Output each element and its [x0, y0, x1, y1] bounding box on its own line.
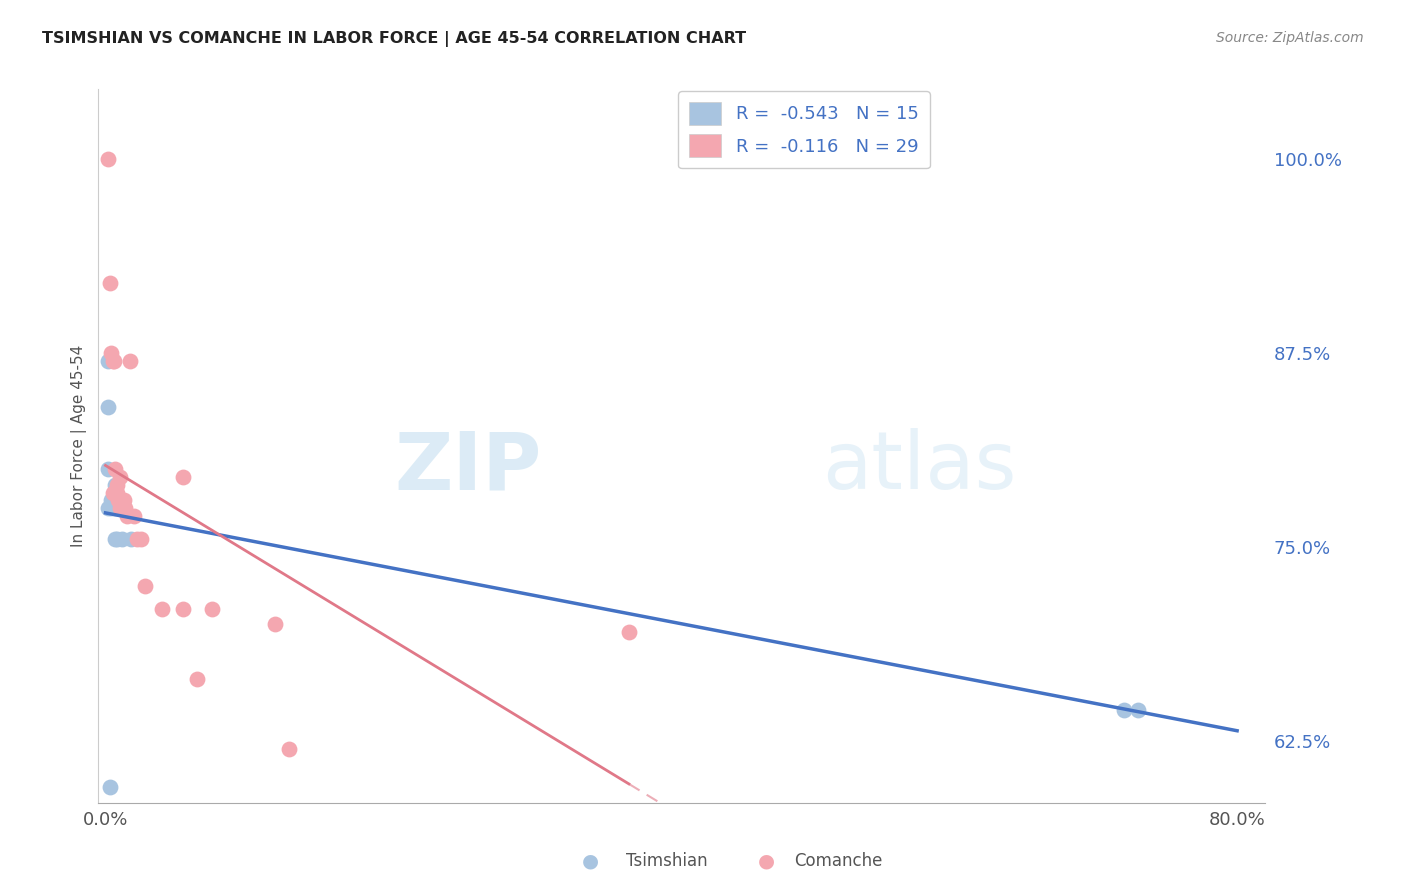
Point	[104, 501, 127, 516]
Point	[101, 485, 124, 500]
Point	[100, 493, 122, 508]
Point	[186, 672, 208, 686]
Text: ●: ●	[582, 851, 599, 871]
Point	[100, 501, 122, 516]
Point	[97, 501, 120, 516]
Point	[104, 462, 127, 476]
Point	[98, 780, 121, 795]
Text: ZIP: ZIP	[395, 428, 541, 507]
Point	[97, 353, 120, 368]
Text: Source: ZipAtlas.com: Source: ZipAtlas.com	[1216, 31, 1364, 45]
Point	[104, 477, 127, 491]
Point	[1112, 703, 1135, 717]
Legend: R =  -0.543   N = 15, R =  -0.116   N = 29: R = -0.543 N = 15, R = -0.116 N = 29	[678, 91, 929, 169]
Point	[617, 625, 640, 640]
Point	[129, 532, 152, 546]
Text: Comanche: Comanche	[794, 852, 883, 870]
Point	[103, 353, 125, 368]
Point	[1126, 703, 1149, 717]
Point	[105, 477, 128, 491]
Point	[115, 508, 138, 523]
Point	[111, 532, 134, 546]
Point	[172, 602, 194, 616]
Point	[108, 470, 131, 484]
Point	[104, 532, 127, 546]
Point	[98, 276, 121, 290]
Point	[172, 470, 194, 484]
Point	[105, 532, 128, 546]
Text: TSIMSHIAN VS COMANCHE IN LABOR FORCE | AGE 45-54 CORRELATION CHART: TSIMSHIAN VS COMANCHE IN LABOR FORCE | A…	[42, 31, 747, 47]
Point	[101, 353, 124, 368]
Point	[108, 501, 131, 516]
Point	[100, 346, 122, 360]
Point	[97, 401, 120, 415]
Point	[112, 493, 135, 508]
Point	[120, 532, 142, 546]
Text: Tsimshian: Tsimshian	[626, 852, 707, 870]
Point	[264, 617, 287, 632]
Point	[97, 462, 120, 476]
Point	[125, 532, 148, 546]
Point	[118, 353, 141, 368]
Point	[105, 485, 128, 500]
Point	[107, 493, 129, 508]
Point	[200, 602, 222, 616]
Text: ●: ●	[758, 851, 775, 871]
Point	[103, 485, 125, 500]
Text: atlas: atlas	[823, 428, 1017, 507]
Point	[114, 501, 136, 516]
Point	[278, 741, 301, 756]
Point	[122, 508, 145, 523]
Point	[97, 152, 120, 166]
Y-axis label: In Labor Force | Age 45-54: In Labor Force | Age 45-54	[72, 345, 87, 547]
Point	[150, 602, 173, 616]
Point	[134, 579, 156, 593]
